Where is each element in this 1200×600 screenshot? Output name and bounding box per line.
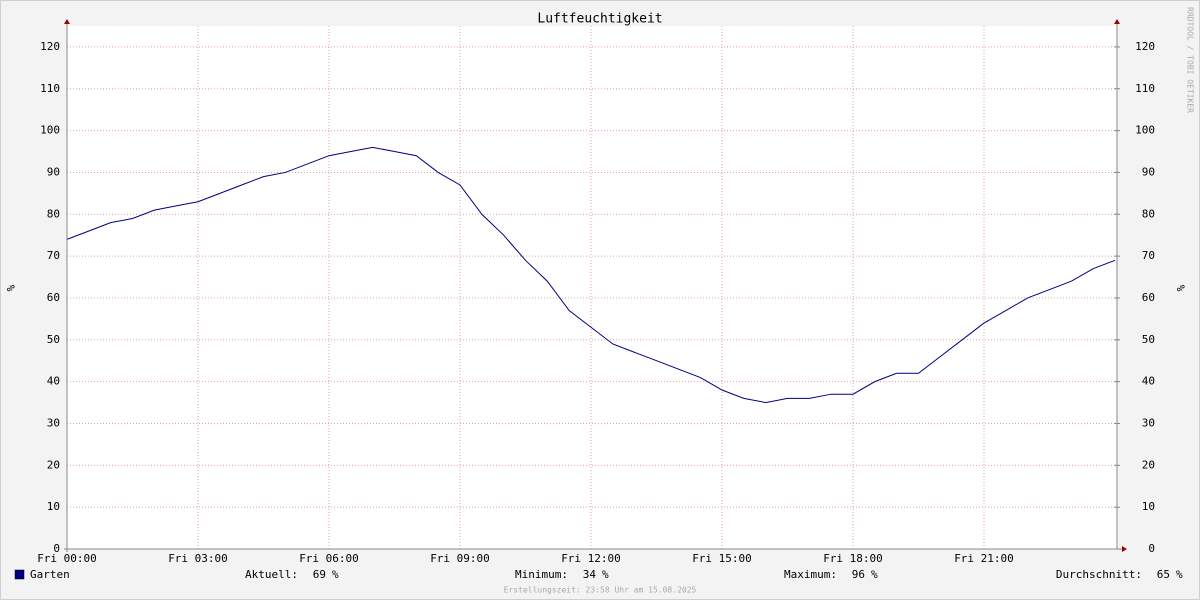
- y-tick-label: 90: [47, 165, 60, 178]
- y-tick-label: 0: [53, 542, 60, 555]
- stat-label: Minimum:: [515, 568, 568, 581]
- y2-tick-label: 10: [1142, 500, 1155, 513]
- y-tick-label: 120: [40, 40, 60, 53]
- y-tick-label: 20: [47, 458, 60, 471]
- y2-tick-label: 100: [1135, 124, 1155, 137]
- y-axis-label: %: [4, 285, 17, 292]
- y2-tick-label: 60: [1142, 291, 1155, 304]
- x-tick-label: Fri 00:00: [37, 552, 97, 565]
- stat-unit: %: [602, 568, 609, 581]
- stat-label: Aktuell:: [245, 568, 298, 581]
- x-tick-label: Fri 18:00: [823, 552, 883, 565]
- y2-tick-label: 70: [1142, 249, 1155, 262]
- y-tick-label: 80: [47, 207, 60, 220]
- x-tick-label: Fri 03:00: [168, 552, 228, 565]
- stat-label: Durchschnitt:: [1056, 568, 1142, 581]
- y2-tick-label: 0: [1148, 542, 1155, 555]
- y2-tick-label: 50: [1142, 333, 1155, 346]
- y2-tick-label: 30: [1142, 416, 1155, 429]
- y2-tick-label: 20: [1142, 458, 1155, 471]
- y-tick-label: 60: [47, 291, 60, 304]
- axis-arrow: [1114, 19, 1120, 24]
- y-tick-label: 100: [40, 124, 60, 137]
- y-tick-label: 30: [47, 416, 60, 429]
- x-tick-label: Fri 12:00: [561, 552, 621, 565]
- stat-unit: %: [332, 568, 339, 581]
- stat-unit: %: [1176, 568, 1183, 581]
- y-tick-label: 50: [47, 333, 60, 346]
- x-tick-label: Fri 15:00: [692, 552, 752, 565]
- y2-tick-label: 80: [1142, 207, 1155, 220]
- plot-area: [67, 26, 1117, 549]
- y2-tick-label: 110: [1135, 82, 1155, 95]
- axis-arrow: [1122, 546, 1127, 552]
- chart-title: Luftfeuchtigkeit: [537, 12, 662, 27]
- x-tick-label: Fri 21:00: [954, 552, 1014, 565]
- stat-unit: %: [871, 568, 878, 581]
- y2-tick-label: 40: [1142, 375, 1155, 388]
- y-tick-label: 10: [47, 500, 60, 513]
- stat-value: 34: [583, 568, 597, 581]
- x-tick-label: Fri 09:00: [430, 552, 490, 565]
- stat-label: Maximum:: [784, 568, 837, 581]
- y-tick-label: 40: [47, 375, 60, 388]
- stat-value: 65: [1157, 568, 1170, 581]
- y2-tick-label: 120: [1135, 40, 1155, 53]
- marks: [66, 146, 1116, 404]
- y-tick-label: 70: [47, 249, 60, 262]
- footer: Erstellungszeit: 23:58 Uhr am 15.08.2025: [504, 586, 697, 595]
- y-tick-label: 110: [40, 82, 60, 95]
- watermark: RRDTOOL / TOBI OETIKER: [1186, 7, 1195, 113]
- stat-value: 69: [313, 568, 326, 581]
- stat-value: 96: [852, 568, 865, 581]
- legend-label: Garten: [30, 568, 70, 581]
- legend-swatch: [14, 569, 25, 580]
- x-tick-label: Fri 06:00: [299, 552, 359, 565]
- y2-tick-label: 90: [1142, 165, 1155, 178]
- data-line: [66, 146, 1116, 404]
- axis-arrow: [64, 19, 70, 24]
- y2-axis-label: %: [1174, 285, 1187, 292]
